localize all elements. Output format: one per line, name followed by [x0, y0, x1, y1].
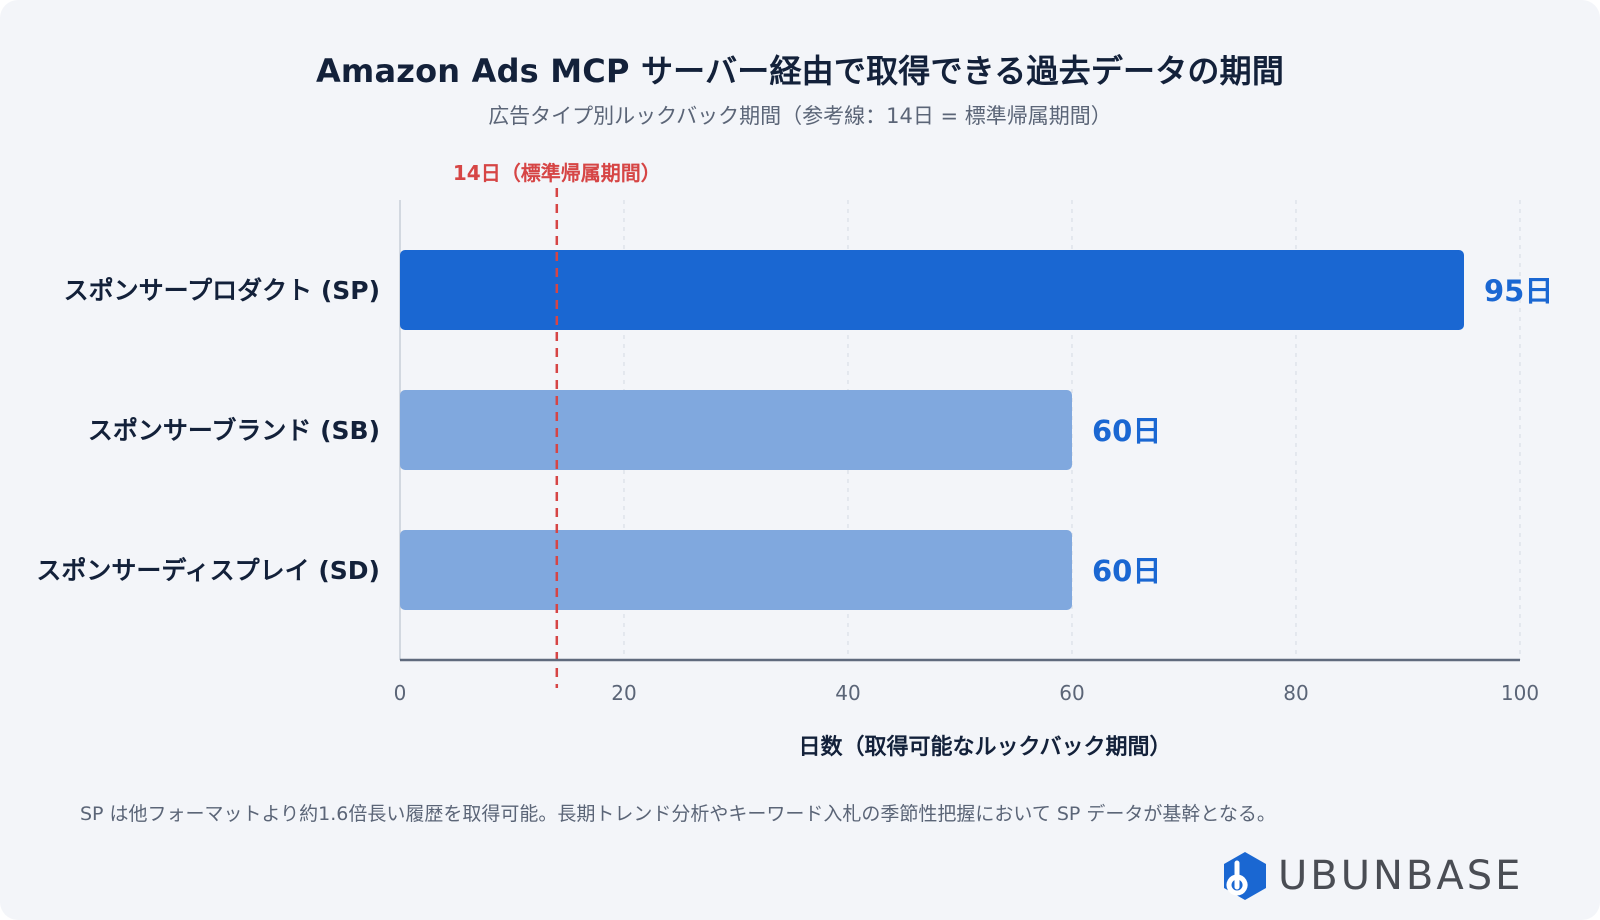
brand-logo-text: UBUNBASE	[1278, 853, 1524, 899]
reference-line-label: 14日（標準帰属期間）	[453, 161, 661, 185]
x-axis-title: 日数（取得可能なルックバック期間）	[799, 734, 1172, 760]
bar-1	[400, 390, 1072, 470]
x-tick-label-100: 100	[1501, 681, 1539, 705]
x-tick-label-80: 80	[1283, 681, 1308, 705]
x-tick-label-40: 40	[835, 681, 860, 705]
hexagon-b-icon	[1224, 852, 1266, 900]
chart-title: Amazon Ads MCP サーバー経由で取得できる過去データの期間	[315, 52, 1285, 90]
chart-footnote: SP は他フォーマットより約1.6倍長い履歴を取得可能。長期トレンド分析やキーワ…	[80, 803, 1276, 825]
data-label-1: 60日	[1092, 414, 1161, 448]
category-label-2: スポンサーディスプレイ (SD)	[36, 556, 380, 585]
chart-subtitle: 広告タイプ別ルックバック期間（参考線：14日 = 標準帰属期間）	[488, 104, 1112, 128]
x-tick-label-0: 0	[394, 681, 407, 705]
category-label-0: スポンサープロダクト (SP)	[64, 276, 380, 305]
category-label-1: スポンサーブランド (SB)	[88, 416, 380, 445]
x-tick-label-20: 20	[611, 681, 636, 705]
bar-0	[400, 250, 1464, 330]
brand-logo: UBUNBASE	[1222, 850, 1523, 902]
data-label-0: 95日	[1484, 274, 1553, 308]
bar-2	[400, 530, 1072, 610]
x-tick-label-60: 60	[1059, 681, 1084, 705]
data-label-2: 60日	[1092, 554, 1161, 588]
